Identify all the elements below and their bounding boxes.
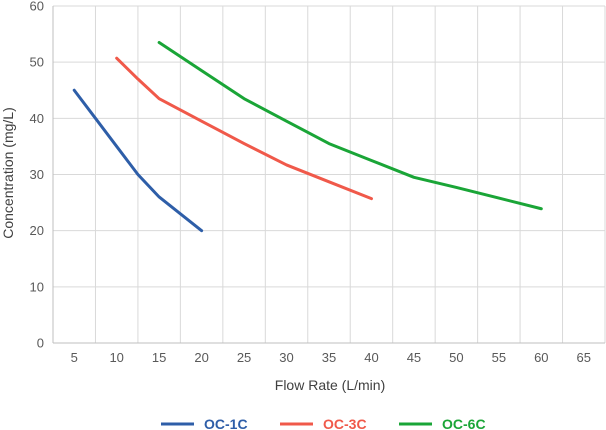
y-tick-label: 20 [30, 223, 44, 238]
series-lines [72, 41, 543, 233]
x-tick-label: 45 [407, 350, 421, 365]
x-tick-label: 35 [322, 350, 336, 365]
x-tick-label: 40 [364, 350, 378, 365]
x-tick-label: 30 [279, 350, 293, 365]
axes [52, 6, 605, 344]
legend: OC-1C OC-3C OC-6C [161, 416, 486, 430]
x-tick-label: 65 [577, 350, 591, 365]
series-line-oc-1c [72, 88, 204, 233]
x-tick-label: 15 [152, 350, 166, 365]
y-tick-label: 30 [30, 167, 44, 182]
y-tick-label: 0 [37, 336, 44, 351]
x-tick-label: 20 [194, 350, 208, 365]
x-tick-label: 25 [237, 350, 251, 365]
legend-item-oc-3c: OC-3C [280, 416, 367, 430]
legend-item-oc-1c: OC-1C [161, 416, 248, 430]
gridlines [53, 5, 606, 343]
legend-label: OC-3C [323, 416, 367, 430]
x-tick-label: 60 [534, 350, 548, 365]
tick-labels: 0 10 20 30 40 50 60 5 10 15 20 25 30 35 40 45 50 55 60 65 [30, 0, 591, 365]
legend-label: OC-1C [204, 416, 248, 430]
x-tick-label: 5 [71, 350, 78, 365]
legend-label: OC-6C [442, 416, 486, 430]
series-line-oc-6c [157, 41, 543, 211]
x-axis-title: Flow Rate (L/min) [275, 377, 385, 393]
y-tick-label: 50 [30, 55, 44, 70]
y-axis-title: Concentration (mg/L) [0, 107, 16, 239]
x-tick-label: 10 [109, 350, 123, 365]
series-line-oc-3c [115, 56, 373, 201]
y-tick-label: 60 [30, 0, 44, 14]
x-tick-label: 55 [492, 350, 506, 365]
y-tick-label: 10 [30, 279, 44, 294]
x-tick-label: 50 [449, 350, 463, 365]
legend-item-oc-6c: OC-6C [399, 416, 486, 430]
y-tick-label: 40 [30, 111, 44, 126]
